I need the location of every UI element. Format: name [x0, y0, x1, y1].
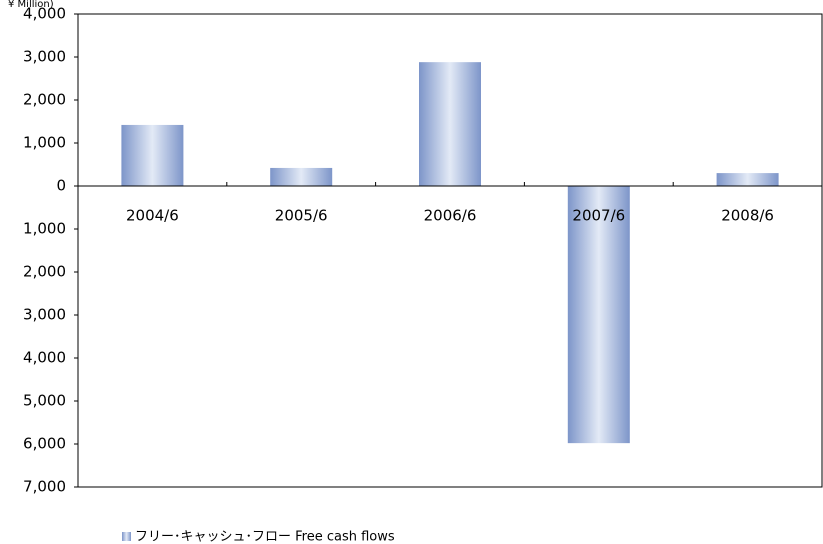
bar [419, 62, 481, 186]
x-tick-label: 2007/6 [572, 207, 625, 225]
y-tick-label: 3,000 [23, 48, 66, 66]
bar [567, 186, 630, 444]
x-tick-label: 2008/6 [721, 207, 774, 225]
x-tick-label: 2004/6 [126, 207, 179, 225]
y-tick-label: 0 [56, 177, 66, 195]
bar [270, 167, 333, 186]
y-tick-label: 2,000 [23, 263, 66, 281]
legend-label: フリー･キャッシュ･フロー Free cash flows [135, 530, 395, 544]
y-tick-label: 7,000 [23, 478, 66, 496]
y-tick-label: 6,000 [23, 435, 66, 453]
y-tick-label: 4,000 [23, 349, 66, 367]
y-axis-label: ¥ Million) [8, 0, 54, 10]
y-tick-label: 4,000 [23, 5, 66, 23]
y-tick-label: 1,000 [23, 220, 66, 238]
bar [716, 173, 779, 186]
legend-swatch [122, 532, 131, 541]
plot-frame [77, 13, 823, 488]
y-tick-label: 3,000 [23, 306, 66, 324]
y-tick-label: 1,000 [23, 134, 66, 152]
x-tick-label: 2006/6 [424, 207, 477, 225]
y-tick-label: 5,000 [23, 392, 66, 410]
bar [121, 124, 184, 186]
x-tick-label: 2005/6 [275, 207, 328, 225]
y-tick-label: 2,000 [23, 91, 66, 109]
